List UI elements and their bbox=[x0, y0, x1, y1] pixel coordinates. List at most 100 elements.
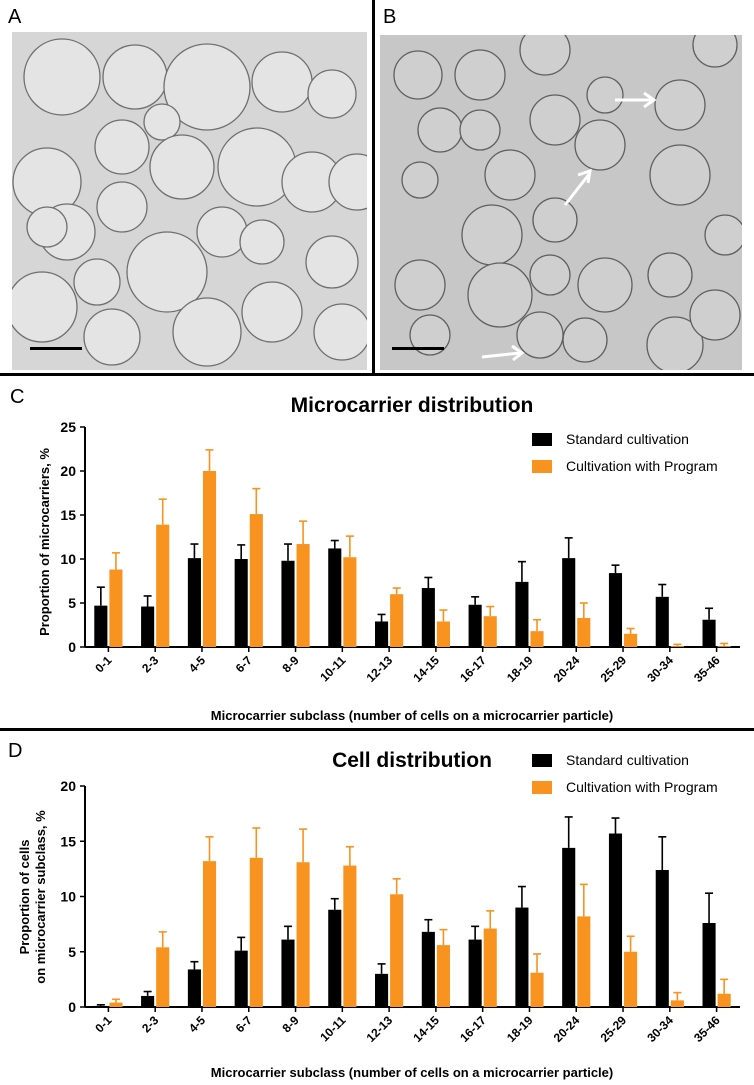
bar-program bbox=[156, 524, 170, 647]
arrow-icons-b bbox=[481, 91, 657, 362]
legend-label-standard: Standard cultivation bbox=[566, 752, 689, 768]
chart-c-legend: Standard cultivation Cultivation with Pr… bbox=[532, 431, 718, 474]
bar-standard bbox=[234, 559, 248, 647]
bar-program bbox=[202, 471, 217, 647]
x-tick-label: 20-24 bbox=[551, 653, 583, 685]
bar-standard bbox=[187, 558, 201, 647]
x-tick-label: 18-19 bbox=[504, 1013, 536, 1045]
bar-standard bbox=[375, 621, 389, 647]
bar-standard bbox=[655, 869, 669, 1007]
x-tick-label: 10-11 bbox=[317, 653, 348, 684]
x-tick-label: 8-9 bbox=[279, 653, 301, 675]
bar-program bbox=[530, 631, 544, 647]
bar-program bbox=[109, 1002, 123, 1007]
panel-label-b: B bbox=[383, 6, 397, 28]
x-tick-label: 16-17 bbox=[457, 653, 489, 685]
legend-swatch-program bbox=[532, 781, 552, 794]
y-tick-label: 5 bbox=[68, 944, 76, 960]
bar-program bbox=[530, 972, 544, 1007]
bar-program bbox=[670, 646, 684, 647]
y-tick-label: 20 bbox=[60, 778, 76, 794]
bar-standard bbox=[562, 847, 576, 1007]
bar-standard bbox=[655, 596, 669, 647]
x-tick-label: 4-5 bbox=[186, 653, 208, 675]
bar-program bbox=[296, 544, 310, 647]
x-tick-label: 2-3 bbox=[139, 1013, 161, 1035]
bar-program bbox=[436, 945, 450, 1007]
x-tick-label: 16-17 bbox=[457, 1013, 489, 1045]
bar-program bbox=[109, 569, 123, 647]
micrograph-b-image bbox=[380, 35, 742, 370]
y-tick-label: 0 bbox=[68, 639, 76, 655]
panel-label-a: A bbox=[8, 6, 22, 28]
bar-standard bbox=[141, 995, 155, 1007]
chart-d-title: Cell distribution bbox=[332, 749, 492, 772]
chart-c-ylabel: Proportion of microcarriers, % bbox=[37, 448, 52, 636]
bar-standard bbox=[468, 939, 482, 1007]
x-tick-label: 30-34 bbox=[644, 653, 676, 685]
x-tick-label: 30-34 bbox=[644, 1013, 676, 1045]
legend-swatch-standard bbox=[532, 433, 552, 446]
bar-standard bbox=[281, 560, 295, 647]
x-tick-label: 12-13 bbox=[364, 653, 396, 685]
bar-standard bbox=[94, 1005, 108, 1007]
legend-label-standard: Standard cultivation bbox=[566, 431, 689, 447]
bar-program bbox=[249, 857, 263, 1007]
bar-program bbox=[577, 617, 591, 647]
bar-program bbox=[296, 862, 310, 1007]
bar-program bbox=[717, 646, 731, 647]
chart-d-xlabel: Microcarrier subclass (number of cells o… bbox=[211, 1065, 613, 1080]
y-tick-label: 5 bbox=[68, 595, 76, 611]
y-tick-label: 10 bbox=[60, 551, 76, 567]
x-tick-label: 20-24 bbox=[551, 1013, 583, 1045]
x-tick-label: 6-7 bbox=[233, 653, 255, 675]
bar-standard bbox=[562, 558, 576, 647]
x-tick-label: 0-1 bbox=[92, 653, 114, 675]
y-tick-label: 25 bbox=[60, 419, 76, 435]
legend-swatch-program bbox=[532, 460, 552, 473]
bar-standard bbox=[187, 969, 201, 1007]
bar-standard bbox=[515, 581, 529, 647]
bar-program bbox=[343, 865, 357, 1007]
bar-standard bbox=[468, 604, 482, 647]
bar-program bbox=[483, 616, 497, 647]
legend-label-program: Cultivation with Program bbox=[566, 779, 718, 795]
x-tick-label: 35-46 bbox=[691, 1013, 723, 1045]
bar-standard bbox=[608, 833, 623, 1007]
microcarrier-spheres-a bbox=[12, 38, 367, 367]
x-tick-label: 0-1 bbox=[92, 1013, 114, 1035]
panel-divider-vertical bbox=[372, 0, 375, 375]
micrograph-a bbox=[12, 32, 367, 370]
x-tick-label: 10-11 bbox=[317, 1013, 348, 1044]
bar-program bbox=[483, 928, 497, 1007]
micrograph-a-image bbox=[12, 32, 367, 370]
y-tick-label: 10 bbox=[60, 889, 76, 905]
legend-label-program: Cultivation with Program bbox=[566, 458, 718, 474]
bar-program bbox=[390, 594, 404, 647]
y-tick-label: 15 bbox=[60, 833, 76, 849]
x-tick-label: 8-9 bbox=[279, 1013, 301, 1035]
bar-program bbox=[390, 894, 404, 1007]
bar-standard bbox=[421, 588, 435, 647]
chart-d-legend: Standard cultivation Cultivation with Pr… bbox=[532, 752, 718, 795]
bar-program bbox=[624, 633, 638, 647]
micrograph-b bbox=[380, 35, 742, 370]
x-tick-label: 14-15 bbox=[410, 1013, 442, 1045]
panel-divider-middle bbox=[0, 728, 754, 731]
bar-standard bbox=[141, 606, 155, 647]
y-tick-label: 15 bbox=[60, 507, 76, 523]
x-tick-label: 35-46 bbox=[691, 653, 723, 685]
microcarrier-spheres-b bbox=[393, 35, 742, 370]
x-tick-label: 25-29 bbox=[598, 1013, 630, 1045]
bar-standard bbox=[328, 548, 342, 647]
bar-program bbox=[670, 1000, 684, 1007]
bar-program bbox=[577, 916, 591, 1007]
x-tick-label: 18-19 bbox=[504, 653, 536, 685]
y-tick-label: 20 bbox=[60, 463, 76, 479]
bar-standard bbox=[702, 923, 716, 1007]
x-tick-label: 4-5 bbox=[186, 1013, 208, 1035]
chart-c-xlabel: Microcarrier subclass (number of cells o… bbox=[211, 708, 613, 723]
chart-d-ylabel-line-1: Proportion of cells bbox=[17, 840, 32, 955]
bar-program bbox=[156, 947, 170, 1007]
bar-standard bbox=[94, 605, 108, 647]
